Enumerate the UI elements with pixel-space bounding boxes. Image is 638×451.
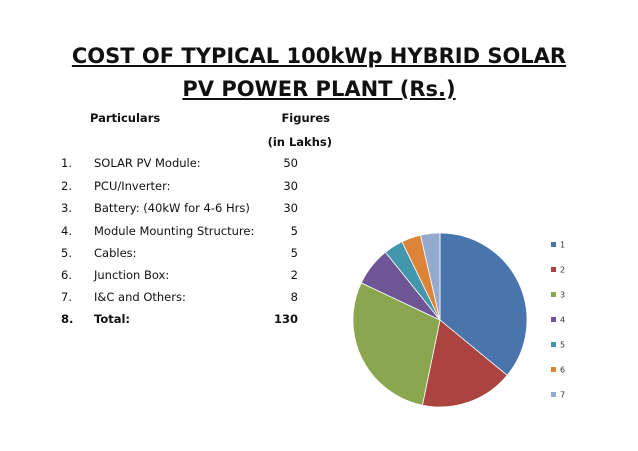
- table-row: 4. Module Mounting Structure: 5: [0, 224, 320, 246]
- row-value: 30: [283, 179, 298, 193]
- row-label: SOLAR PV Module:: [94, 156, 201, 170]
- chart-legend: 1 2 3 4 5 6 7: [551, 241, 565, 400]
- legend-label-1: 1: [560, 241, 565, 250]
- legend-swatch-1: [551, 242, 556, 247]
- row-label: I&C and Others:: [94, 290, 186, 304]
- pie-slice-3: [352, 282, 441, 406]
- legend-swatch-4: [551, 317, 556, 322]
- pie-slice-2: [421, 319, 508, 408]
- table-row: 6. Junction Box: 2: [0, 268, 320, 290]
- row-number: 3.: [61, 201, 72, 215]
- legend-label-4: 4: [560, 316, 565, 325]
- header-particulars: Particulars: [90, 111, 161, 125]
- row-label: Junction Box:: [94, 268, 170, 282]
- row-label: Cables:: [94, 246, 137, 260]
- row-value: 5: [290, 224, 298, 238]
- row-value: 2: [290, 268, 298, 282]
- title-line-2: PV POWER PLANT (Rs.): [182, 77, 456, 101]
- row-number: 6.: [61, 268, 72, 282]
- row-value: 30: [283, 201, 298, 215]
- legend-swatch-7: [551, 392, 556, 397]
- legend-swatch-5: [551, 342, 556, 347]
- legend-swatch-3: [551, 292, 556, 297]
- title-line-1: COST OF TYPICAL 100kWp HYBRID SOLAR: [71, 44, 567, 68]
- pie-slice-1: [439, 232, 528, 376]
- table-row: 7. I&C and Others: 8: [0, 290, 320, 312]
- legend-label-6: 6: [560, 366, 565, 375]
- table-row: 5. Cables: 5: [0, 246, 320, 268]
- legend-swatch-2: [551, 267, 556, 272]
- slide-title: COST OF TYPICAL 100kWp HYBRID SOLAR PV P…: [40, 40, 598, 106]
- table-row: 2. PCU/Inverter: 30: [0, 179, 320, 201]
- table-row: 1. SOLAR PV Module: 50: [0, 156, 320, 178]
- row-value: 50: [283, 156, 298, 170]
- row-label: Battery: (40kW for 4-6 Hrs): [94, 201, 250, 215]
- pie-slice-7: [420, 232, 441, 321]
- row-number: 4.: [61, 224, 72, 238]
- row-value: 130: [273, 312, 298, 326]
- row-number: 1.: [61, 156, 72, 170]
- row-number: 7.: [61, 290, 72, 304]
- table-row-total: 8. Total: 130: [0, 312, 320, 334]
- row-number: 5.: [61, 246, 72, 260]
- legend-label-2: 2: [560, 266, 565, 275]
- row-value: 5: [290, 246, 298, 260]
- legend-label-7: 7: [560, 391, 565, 400]
- row-label: Module Mounting Structure:: [94, 224, 255, 238]
- row-number: 8.: [61, 312, 74, 326]
- pie-slices: [352, 232, 528, 408]
- row-value: 8: [290, 290, 298, 304]
- legend-swatch-6: [551, 367, 556, 372]
- row-number: 2.: [61, 179, 72, 193]
- header-units: (in Lakhs): [267, 135, 332, 149]
- legend-label-3: 3: [560, 291, 565, 300]
- legend-label-5: 5: [560, 341, 565, 350]
- row-label: PCU/Inverter:: [94, 179, 171, 193]
- row-label: Total:: [94, 312, 131, 326]
- header-figures: Figures: [281, 111, 330, 125]
- table-row: 3. Battery: (40kW for 4-6 Hrs) 30: [0, 201, 320, 223]
